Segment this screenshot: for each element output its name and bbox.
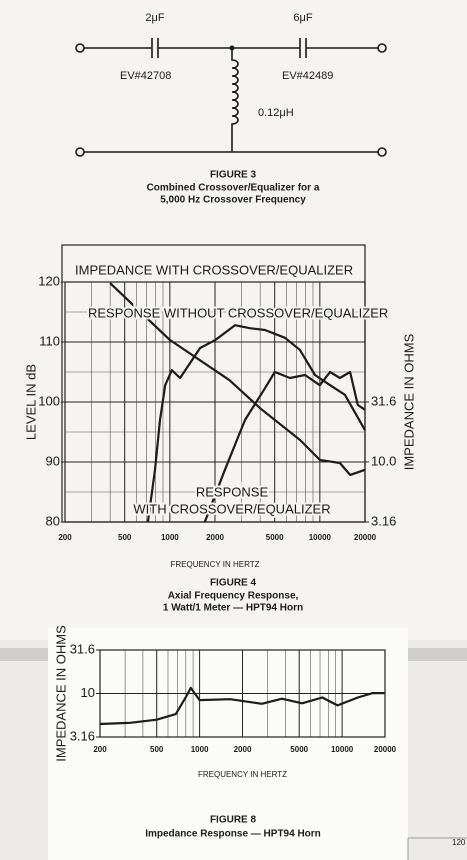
x-tick-label: 10000	[331, 745, 354, 754]
data-line	[203, 370, 366, 523]
y-tick-label: 80	[46, 513, 60, 528]
component-label: 2μF	[145, 12, 164, 24]
part-number: EV#42489	[282, 70, 333, 82]
y-tick-label: 110	[39, 333, 60, 348]
data-line	[99, 686, 385, 726]
y2-tick-label: 31.6	[371, 393, 396, 408]
component-label: 6μF	[293, 12, 312, 24]
part-number: EV#42708	[120, 70, 171, 82]
chart: 200 500 1000 2000 5000 10000 20000 3.16 10 31.6 FR…	[53, 625, 396, 840]
y-tick-label: 31.6	[70, 641, 95, 656]
series-label: IMPEDANCE WITH CROSSOVER/EQUALIZER	[75, 262, 353, 277]
x-tick-label: 200	[58, 533, 72, 542]
x-tick-label: 20000	[374, 745, 397, 754]
figure-caption: Impedance Response — HPT94 Horn	[145, 829, 321, 840]
y-tick-label: 90	[46, 453, 60, 468]
figure-3: 2μF 6μF EV#42708 EV#42489 0.12μH FIGURE …	[75, 12, 387, 206]
data-line	[146, 324, 366, 523]
figure-caption: FIGURE 4	[210, 578, 257, 589]
x-tick-label: 2000	[234, 745, 252, 754]
y-tick-label: 120	[38, 273, 60, 288]
x-tick-label: 10000	[309, 533, 332, 542]
annotation: WITH CROSSOVER/EQUALIZER	[133, 501, 330, 516]
x-tick-label: 1000	[191, 745, 209, 754]
figure-caption: 5,000 Hz Crossover Frequency	[160, 195, 306, 206]
x-tick-label: 500	[150, 745, 164, 754]
series-label: RESPONSE WITHOUT CROSSOVER/EQUALIZER	[88, 305, 388, 320]
fragment-text: 120	[452, 838, 466, 847]
chart: 200 500 1000 2000 5000 10000 20000 80 90 100 110 12…	[23, 260, 416, 614]
x-tick-label: 20000	[354, 533, 377, 542]
x-axis-title: FREQUENCY IN HERTZ	[198, 770, 287, 779]
y-axis-title: LEVEL IN dB	[23, 364, 38, 440]
x-tick-label: 500	[118, 533, 132, 542]
y-axis-title: IMPEDANCE IN OHMS	[53, 625, 68, 762]
plot-frame	[64, 281, 366, 523]
x-axis-title: FREQUENCY IN HERTZ	[170, 560, 259, 569]
data-line	[109, 282, 366, 476]
x-tick-label: 5000	[290, 745, 308, 754]
x-tick-label: 2000	[206, 533, 224, 542]
figure-caption: FIGURE 8	[210, 815, 257, 826]
inductor	[231, 48, 239, 152]
figure-caption: FIGURE 3	[210, 170, 257, 181]
y2-tick-label: 10.0	[371, 453, 396, 468]
series-label: RESPONSE	[196, 484, 269, 499]
y-tick-label: 100	[38, 393, 60, 408]
y-tick-label: 10	[81, 685, 95, 700]
figure-8-panel	[48, 628, 408, 860]
x-tick-label: 200	[93, 745, 107, 754]
capacitor	[151, 38, 307, 58]
figure-caption: Axial Frequency Response,	[168, 591, 299, 602]
x-tick-label: 5000	[266, 533, 284, 542]
figure-caption: Combined Crossover/Equalizer for a	[147, 183, 320, 194]
figure-caption: 1 Watt/1 Meter — HPT94 Horn	[163, 603, 303, 614]
y-tick-label: 3.16	[70, 728, 95, 743]
component-label: 0.12μH	[258, 107, 294, 119]
upper-page	[0, 0, 467, 640]
x-tick-label: 1000	[161, 533, 179, 542]
y2-axis-title: IMPEDANCE IN OHMS	[401, 333, 416, 470]
y2-tick-label: 3.16	[371, 513, 396, 528]
